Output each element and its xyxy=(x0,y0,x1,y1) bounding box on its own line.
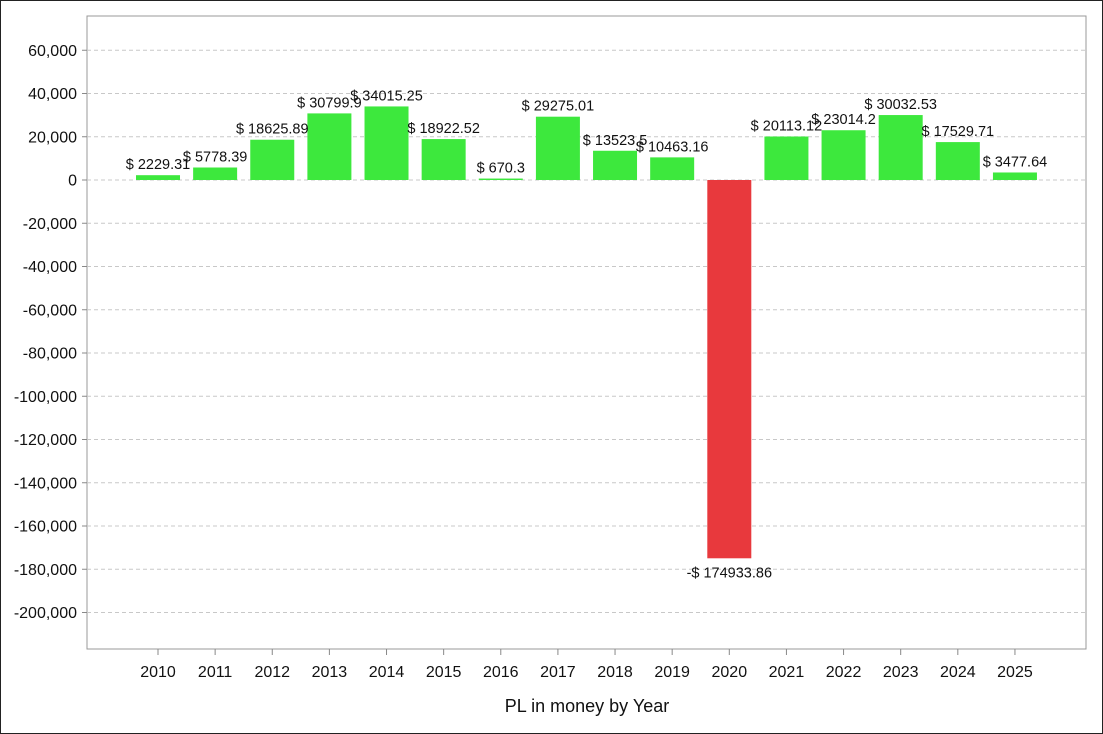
bar-2010 xyxy=(136,175,180,180)
x-tick-label: 2010 xyxy=(140,664,176,681)
bar-2015 xyxy=(421,139,466,180)
y-tick-label: -120,000 xyxy=(14,432,77,449)
bar-2023 xyxy=(878,115,923,180)
data-label-2017: $ 29275.01 xyxy=(522,99,595,115)
bar-2025 xyxy=(992,172,1037,180)
bar-2018 xyxy=(593,150,638,180)
data-labels: $ 2229.31$ 5778.39$ 18625.89$ 30799.9$ 3… xyxy=(126,88,1047,581)
gridlines xyxy=(87,49,1086,613)
bar-2011 xyxy=(193,167,238,180)
x-tick-label: 2020 xyxy=(712,664,748,681)
bar-2012 xyxy=(250,139,295,180)
y-tick-label: 0 xyxy=(68,173,77,190)
data-label-2020: -$ 174933.86 xyxy=(687,565,772,581)
y-tick-label: -60,000 xyxy=(23,302,77,319)
y-axis-ticks: 60,000 40,000 20,000 0 -20,000 -40,000 -60,000… xyxy=(14,43,87,622)
data-label-2015: $ 18922.52 xyxy=(407,121,480,137)
x-tick-label: 2018 xyxy=(597,664,633,681)
y-tick-label: 60,000 xyxy=(28,43,77,60)
bar-2022 xyxy=(821,130,866,180)
bars xyxy=(136,106,1037,559)
bar-2024 xyxy=(935,142,980,180)
bar-2014 xyxy=(364,106,409,180)
x-tick-label: 2024 xyxy=(940,664,976,681)
x-tick-label: 2014 xyxy=(369,664,405,681)
bar-2020 xyxy=(707,180,752,559)
x-tick-label: 2025 xyxy=(997,664,1033,681)
y-tick-label: -100,000 xyxy=(14,389,77,406)
data-label-2023: $ 30032.53 xyxy=(864,97,937,113)
y-tick-label: -80,000 xyxy=(23,346,77,363)
bar-2017 xyxy=(535,116,580,180)
bar-2016 xyxy=(478,178,523,180)
x-tick-label: 2017 xyxy=(540,664,576,681)
x-tick-label: 2023 xyxy=(883,664,919,681)
x-tick-label: 2012 xyxy=(254,664,290,681)
bar-2021 xyxy=(764,136,809,180)
data-label-2021: $ 20113.12 xyxy=(751,119,823,135)
data-label-2018: $ 13523.5 xyxy=(583,133,648,149)
bar-2019 xyxy=(650,157,695,180)
x-axis-title: PL in money by Year xyxy=(505,696,669,716)
data-label-2022: $ 23014.2 xyxy=(811,112,876,128)
x-tick-label: 2019 xyxy=(654,664,690,681)
y-tick-label: -180,000 xyxy=(14,562,77,579)
data-label-2025: $ 3477.64 xyxy=(983,154,1048,170)
data-label-2012: $ 18625.89 xyxy=(236,122,309,138)
y-tick-label: 20,000 xyxy=(28,129,77,146)
y-tick-label: -140,000 xyxy=(14,475,77,492)
y-tick-label: -160,000 xyxy=(14,519,77,536)
y-tick-label: 40,000 xyxy=(28,86,77,103)
x-tick-label: 2016 xyxy=(483,664,519,681)
x-tick-label: 2022 xyxy=(826,664,862,681)
data-label-2014: $ 34015.25 xyxy=(350,88,423,104)
data-label-2010: $ 2229.31 xyxy=(126,157,191,173)
data-label-2013: $ 30799.9 xyxy=(297,95,362,111)
data-label-2011: $ 5778.39 xyxy=(183,150,248,166)
x-axis-ticks: 2010 2011 2012 2013 2014 2015 2016 2017 2018 2019… xyxy=(140,649,1033,681)
y-tick-label: -200,000 xyxy=(14,605,77,622)
y-tick-label: -20,000 xyxy=(23,216,77,233)
bar-2013 xyxy=(307,113,352,180)
x-tick-label: 2013 xyxy=(312,664,348,681)
y-tick-label: -40,000 xyxy=(23,259,77,276)
data-label-2019: $ 10463.16 xyxy=(636,139,709,155)
x-tick-label: 2015 xyxy=(426,664,462,681)
x-tick-label: 2011 xyxy=(198,664,233,681)
data-label-2024: $ 17529.71 xyxy=(922,124,995,140)
x-tick-label: 2021 xyxy=(769,664,805,681)
data-label-2016: $ 670.3 xyxy=(477,161,525,177)
